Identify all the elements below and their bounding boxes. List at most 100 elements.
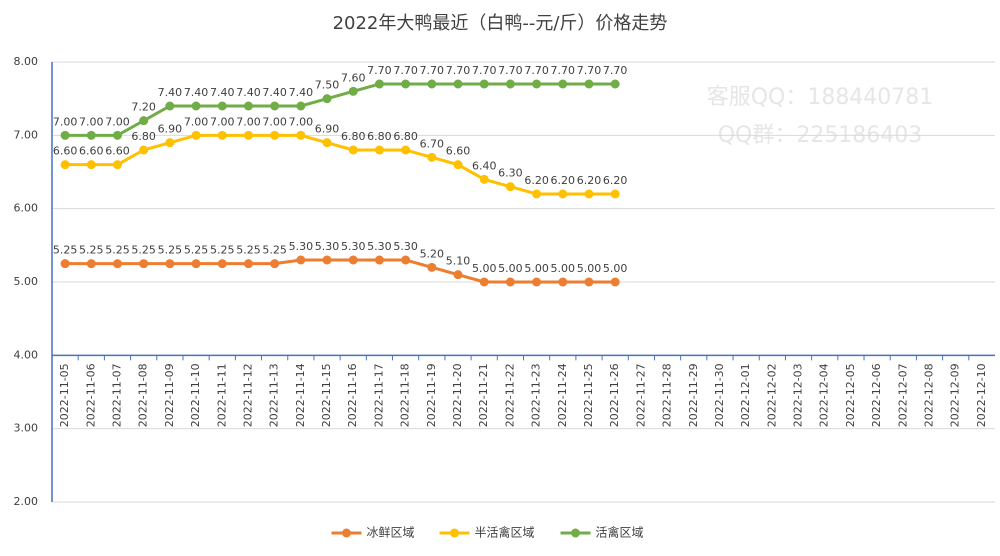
marker	[453, 79, 463, 89]
data-label: 7.20	[131, 101, 156, 114]
marker	[401, 79, 411, 89]
x-tick-label: 2022-11-26	[608, 363, 621, 427]
marker	[112, 160, 122, 170]
data-label: 7.40	[262, 86, 287, 99]
marker	[139, 116, 149, 126]
marker	[348, 255, 358, 265]
data-label: 7.00	[79, 115, 104, 128]
marker	[296, 255, 306, 265]
marker	[427, 79, 437, 89]
legend-marker	[571, 528, 580, 538]
legend-label: 活禽区域	[596, 525, 644, 540]
x-tick-label: 2022-11-24	[556, 363, 569, 427]
data-label: 5.00	[551, 262, 576, 275]
data-label: 6.60	[53, 145, 78, 158]
marker	[532, 189, 542, 199]
data-label: 6.60	[446, 145, 471, 158]
x-tick-label: 2022-11-18	[399, 363, 412, 427]
data-label: 5.25	[236, 244, 261, 257]
marker	[610, 189, 620, 199]
marker	[374, 145, 384, 155]
x-tick-label: 2022-12-03	[792, 363, 805, 427]
marker	[86, 130, 96, 140]
data-label: 7.70	[551, 64, 576, 77]
data-label: 5.30	[341, 240, 366, 253]
marker	[348, 145, 358, 155]
marker	[112, 130, 122, 140]
data-label: 6.80	[393, 130, 418, 143]
data-label: 7.40	[184, 86, 209, 99]
data-label: 6.80	[341, 130, 366, 143]
x-tick-label: 2022-12-08	[923, 363, 936, 427]
series-line	[65, 133, 616, 196]
data-label: 5.00	[577, 262, 602, 275]
y-tick-label: 8.00	[14, 55, 39, 68]
x-tick-label: 2022-12-09	[949, 363, 962, 427]
marker	[322, 138, 332, 148]
marker	[610, 79, 620, 89]
marker	[322, 255, 332, 265]
data-label: 7.00	[105, 115, 130, 128]
x-tick-label: 2022-11-10	[189, 363, 202, 427]
data-label: 5.30	[393, 240, 418, 253]
x-tick-label: 2022-11-20	[451, 363, 464, 427]
x-tick-label: 2022-11-17	[372, 363, 385, 427]
marker	[217, 101, 227, 111]
data-label: 7.00	[262, 115, 287, 128]
x-tick-label: 2022-11-29	[687, 363, 700, 427]
x-tick-label: 2022-11-08	[137, 363, 150, 427]
data-label: 7.00	[289, 115, 314, 128]
data-label: 5.25	[79, 244, 104, 257]
data-label: 6.30	[498, 167, 523, 180]
data-label: 6.20	[603, 174, 628, 187]
data-label: 5.25	[105, 244, 130, 257]
marker	[558, 277, 568, 287]
marker	[584, 189, 594, 199]
marker	[270, 130, 280, 140]
x-tick-label: 2022-12-07	[896, 363, 909, 427]
marker	[479, 174, 489, 184]
data-label: 5.00	[498, 262, 523, 275]
data-label: 7.70	[367, 64, 392, 77]
data-label: 6.90	[315, 123, 340, 136]
data-label: 5.20	[420, 247, 445, 260]
data-label: 5.30	[289, 240, 314, 253]
data-label: 7.50	[315, 79, 340, 92]
marker	[60, 130, 70, 140]
y-tick-label: 2.00	[14, 495, 39, 508]
x-tick-label: 2022-11-16	[346, 363, 359, 427]
x-tick-label: 2022-11-12	[241, 363, 254, 427]
marker	[86, 160, 96, 170]
marker	[505, 79, 515, 89]
marker	[165, 101, 175, 111]
data-label: 7.70	[472, 64, 497, 77]
data-label: 5.25	[53, 244, 78, 257]
marker	[60, 160, 70, 170]
data-label: 5.00	[603, 262, 628, 275]
marker	[139, 259, 149, 269]
x-tick-label: 2022-12-10	[975, 363, 988, 427]
data-label: 6.90	[158, 123, 183, 136]
data-label: 7.00	[184, 115, 209, 128]
marker	[532, 79, 542, 89]
x-tick-label: 2022-12-04	[818, 363, 831, 427]
y-tick-label: 5.00	[14, 275, 39, 288]
x-tick-label: 2022-12-05	[844, 363, 857, 427]
series-line	[65, 82, 616, 137]
legend-label: 半活禽区域	[475, 525, 535, 540]
marker	[112, 259, 122, 269]
data-label: 6.60	[79, 145, 104, 158]
marker	[296, 101, 306, 111]
marker	[584, 79, 594, 89]
marker	[217, 259, 227, 269]
marker	[453, 160, 463, 170]
x-tick-label: 2022-11-07	[110, 363, 123, 427]
data-label: 6.20	[551, 174, 576, 187]
data-label: 7.40	[236, 86, 261, 99]
series-line	[65, 258, 616, 284]
x-tick-label: 2022-11-28	[661, 363, 674, 427]
legend-marker	[450, 528, 459, 538]
marker	[270, 101, 280, 111]
x-tick-label: 2022-11-25	[582, 363, 595, 427]
